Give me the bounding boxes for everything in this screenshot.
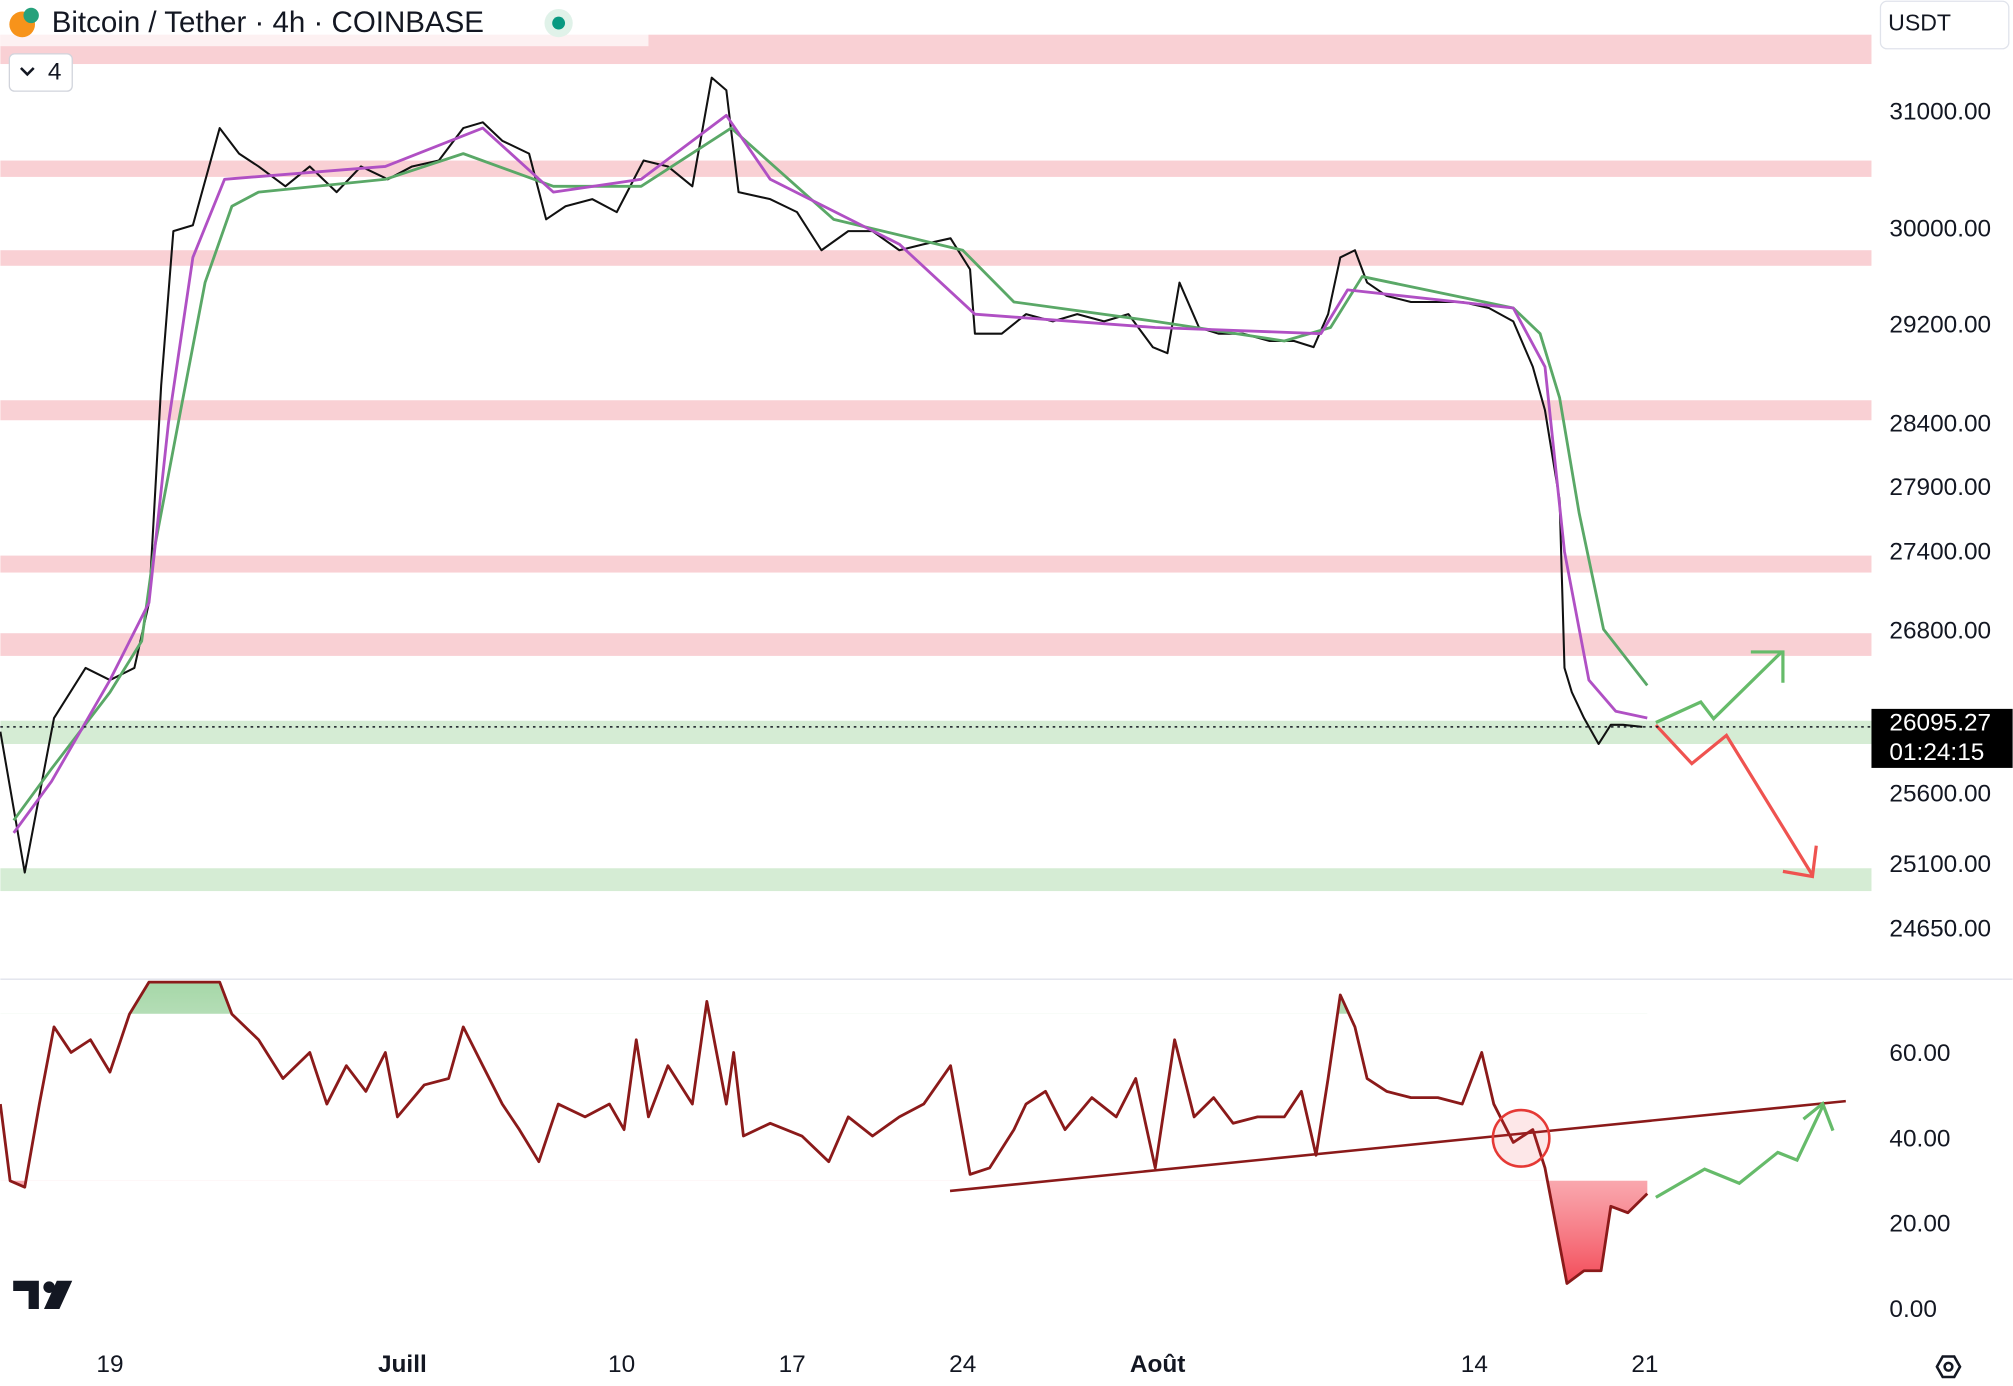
price-line	[12, 126, 1649, 822]
arrow-head	[1782, 845, 1818, 879]
price-line	[12, 113, 1648, 834]
x-tick-label: 10	[608, 1351, 635, 1378]
currency[interactable]: USDT	[1888, 9, 1951, 35]
overbought-fill	[0, 982, 1648, 1014]
status-dot	[552, 16, 566, 30]
zone	[0, 720, 1872, 744]
y-tick-label: 30000.00	[1889, 215, 1991, 242]
x-tick-label: 17	[779, 1351, 806, 1378]
y-tick-label: 29200.00	[1889, 312, 1991, 339]
zones	[0, 34, 1872, 892]
zone	[0, 160, 1872, 177]
scenario-down-arrow	[1654, 723, 1814, 877]
rsi-trendline	[949, 1099, 1846, 1193]
zone	[0, 400, 1872, 421]
y-tick-label: 27400.00	[1889, 538, 1991, 565]
x-tick-label: 14	[1461, 1351, 1488, 1378]
y-tick-label: 31000.00	[1889, 99, 1991, 126]
settings-icon-center	[1943, 1361, 1954, 1372]
symbol-title: Bitcoin / Tether · 4h · COINBASE	[52, 6, 484, 39]
arrow-head	[1750, 650, 1785, 683]
y-tick-label: 26800.00	[1889, 617, 1991, 644]
y-tick-label: 25600.00	[1889, 781, 1991, 808]
arrow-head	[1802, 1101, 1835, 1132]
zone	[0, 555, 1872, 573]
y-tick-label: 20.00	[1889, 1211, 1950, 1238]
rsi-line	[0, 980, 1649, 1285]
y-tick-label: 25100.00	[1889, 851, 1991, 878]
currency-button[interactable]	[1879, 0, 2010, 50]
rsi-up-arrow	[1655, 1105, 1825, 1199]
header-bg	[0, 0, 649, 47]
x-tick-label: 21	[1631, 1351, 1658, 1378]
indicator-count[interactable]: 4	[48, 59, 62, 86]
price-line	[0, 76, 1643, 874]
last-price-label: 26095.27	[1889, 710, 1991, 737]
scenario-up-arrow	[1655, 650, 1783, 724]
y-tick-label: 40.00	[1889, 1125, 1950, 1152]
break-marker	[1491, 1108, 1551, 1168]
y-tick-label: 27900.00	[1889, 474, 1991, 501]
y-tick-label: 24650.00	[1889, 915, 1991, 942]
logo-dot	[43, 1281, 55, 1293]
y-tick-label: 60.00	[1889, 1040, 1950, 1067]
x-tick-label: 24	[949, 1351, 976, 1378]
last-price-box	[1871, 708, 2013, 768]
x-tick-label: Août	[1130, 1351, 1186, 1378]
logo[interactable]	[13, 1280, 73, 1309]
zone	[0, 250, 1872, 266]
zone	[0, 868, 1872, 892]
settings-icon[interactable]	[1935, 1355, 1962, 1379]
y-tick-label: 28400.00	[1889, 411, 1991, 438]
zone	[0, 633, 1872, 656]
coin-icon	[23, 7, 39, 24]
chevron	[19, 67, 35, 77]
series	[0, 76, 1649, 1285]
y-tick-label: 0.00	[1889, 1296, 1936, 1323]
countdown-label: 01:24:15	[1889, 739, 1984, 766]
x-tick-label: Juill	[378, 1351, 427, 1378]
x-tick-label: 19	[96, 1351, 123, 1378]
indicator-toggle[interactable]	[8, 53, 73, 92]
